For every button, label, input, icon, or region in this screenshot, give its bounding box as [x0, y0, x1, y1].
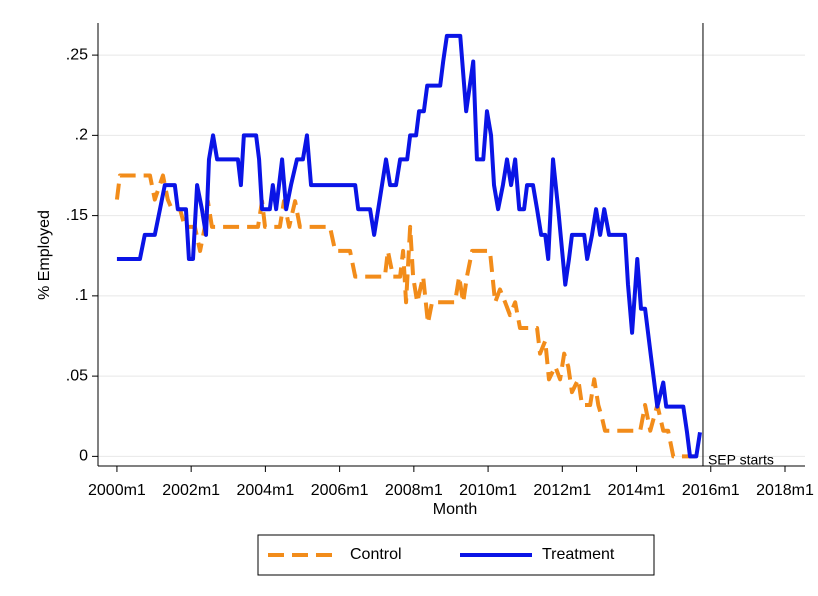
legend-label: Treatment — [542, 546, 615, 563]
legend-label: Control — [350, 546, 402, 563]
x-axis-title: Month — [433, 501, 477, 518]
annotation: SEP starts — [708, 452, 774, 468]
y-tick-label: .1 — [75, 287, 88, 304]
legend-box — [257, 534, 655, 576]
series-line — [116, 33, 702, 459]
x-tick-label: 2016m1 — [682, 482, 740, 499]
x-tick-label: 2002m1 — [162, 482, 220, 499]
x-tick-label: 2008m1 — [385, 482, 443, 499]
x-tick-label: 2012m1 — [533, 482, 591, 499]
y-axis-title: % Employed — [36, 210, 53, 300]
y-tick-label: .25 — [66, 46, 88, 63]
x-tick-label: 2018m1 — [756, 482, 814, 499]
x-tick-label: 2006m1 — [311, 482, 369, 499]
x-tick-label: 2014m1 — [608, 482, 666, 499]
x-tick-label: 2004m1 — [236, 482, 294, 499]
y-tick-label: .15 — [66, 207, 88, 224]
x-tick-label: 2000m1 — [88, 482, 146, 499]
y-tick-label: .2 — [75, 127, 88, 144]
y-tick-label: .05 — [66, 367, 88, 384]
x-tick-label: 2010m1 — [459, 482, 517, 499]
y-tick-label: 0 — [79, 448, 88, 465]
